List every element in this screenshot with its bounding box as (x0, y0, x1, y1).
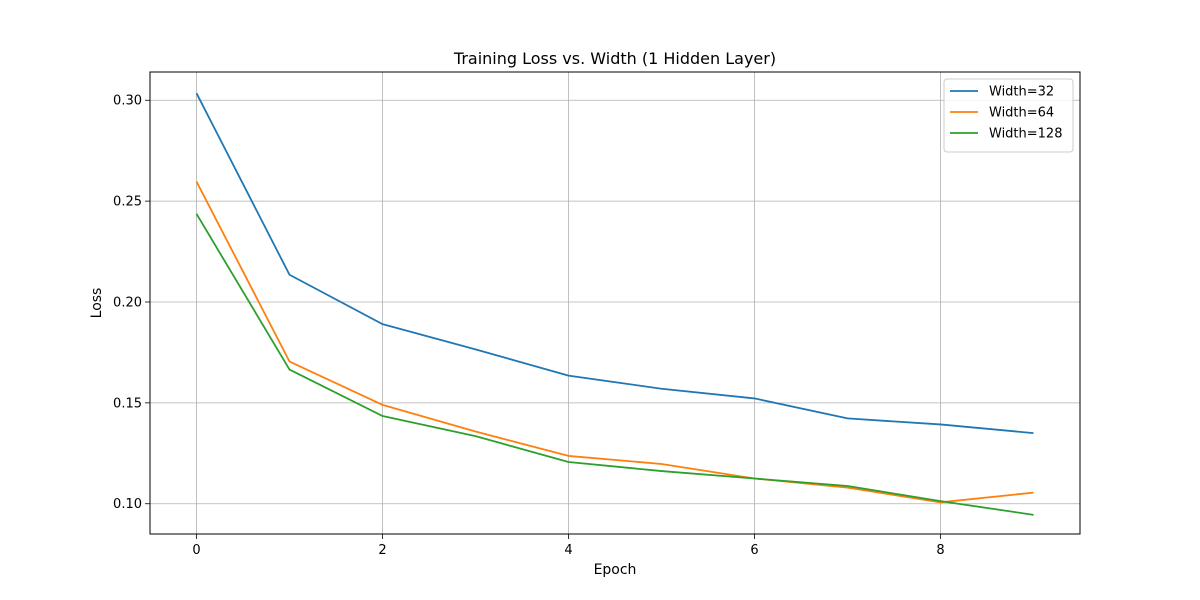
x-tick-label: 6 (750, 543, 758, 558)
y-tick-label: 0.25 (113, 195, 142, 210)
x-tick-label: 2 (378, 543, 386, 558)
axis-ticks: 0 2 4 6 8 0.10 0.15 0.20 0.25 0.30 (113, 94, 945, 558)
legend-label: Width=32 (989, 85, 1054, 100)
x-axis-label: Epoch (594, 562, 637, 578)
legend: Width=32 Width=64 Width=128 (943, 78, 1074, 153)
grid-lines (150, 72, 1080, 534)
series-lines (195, 92, 1034, 516)
y-tick-label: 0.30 (113, 94, 142, 109)
series-line-width-64 (195, 181, 1034, 504)
x-tick-label: 0 (192, 543, 200, 558)
series-line-width-128 (195, 213, 1034, 516)
legend-label: Width=128 (989, 127, 1062, 142)
chart-title: Training Loss vs. Width (1 Hidden Layer) (453, 49, 776, 68)
legend-label: Width=64 (989, 106, 1054, 121)
x-tick-label: 8 (936, 543, 944, 558)
plot-area-frame (149, 71, 1081, 535)
y-tick-label: 0.20 (113, 295, 142, 310)
y-axis-label: Loss (89, 288, 105, 319)
series-line-width-32 (195, 92, 1034, 435)
x-tick-label: 4 (564, 543, 572, 558)
y-tick-label: 0.15 (113, 396, 142, 411)
y-tick-label: 0.10 (113, 497, 142, 512)
